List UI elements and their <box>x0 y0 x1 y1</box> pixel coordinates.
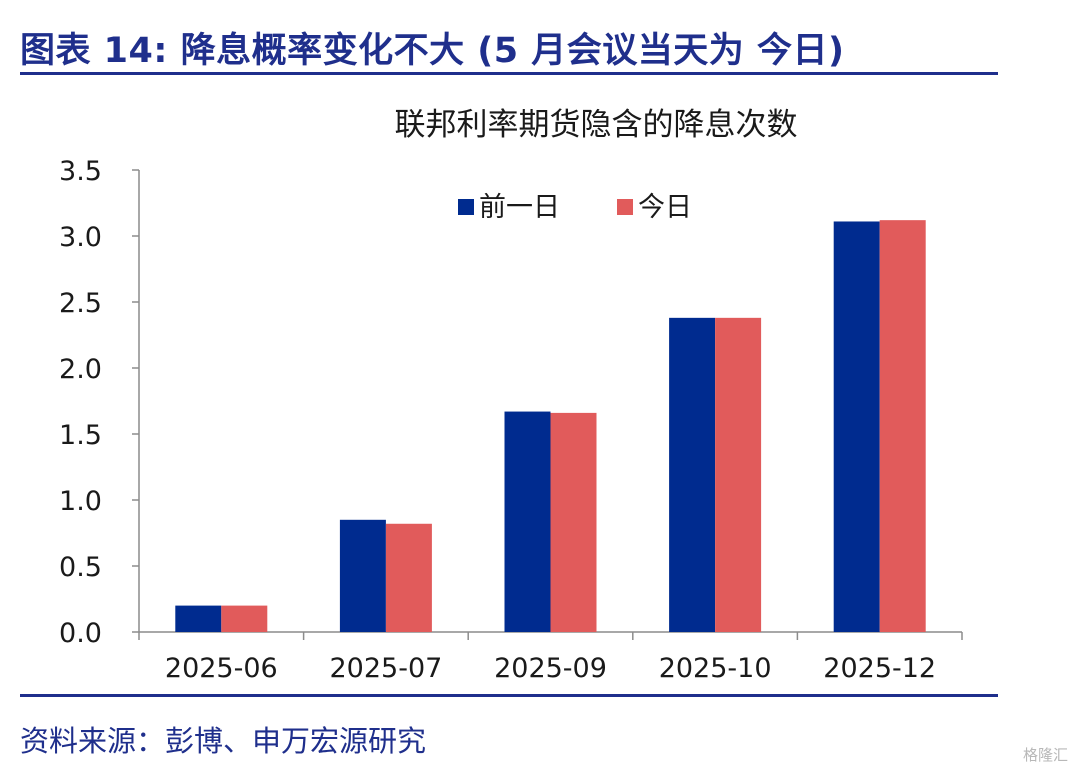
figure-title: 图表 14: 降息概率变化不大 (5 月会议当天为 今日) <box>20 31 845 71</box>
y-axis: 0.0 0.5 1.0 1.5 2.0 2.5 3.0 3.5 <box>59 156 140 649</box>
x-axis: 2025-06 2025-07 2025-09 2025-10 2025-12 <box>138 631 963 684</box>
legend-swatch-prev <box>458 199 474 215</box>
legend-label-prev: 前一日 <box>479 192 560 223</box>
footer-rule <box>20 694 998 697</box>
title-rule <box>20 72 998 75</box>
bar-prev-2025-09 <box>504 411 551 632</box>
chart-title: 联邦利率期货隐含的降息次数 <box>395 107 798 143</box>
bar-today-2025-07 <box>385 523 432 632</box>
legend-label-today: 今日 <box>638 192 692 223</box>
bar-prev-2025-07 <box>339 519 386 632</box>
x-tick-label: 2025-09 <box>494 653 607 684</box>
x-tick-label: 2025-06 <box>165 653 278 684</box>
watermark: 格隆汇 <box>1022 746 1068 764</box>
bar-today-2025-10 <box>715 317 762 632</box>
bar-prev-2025-12 <box>833 221 880 633</box>
legend-swatch-today <box>617 199 633 215</box>
x-tick-label: 2025-10 <box>659 653 772 684</box>
bar-chart: 联邦利率期货隐含的降息次数 0.0 0.5 1.0 1.5 2.0 2.5 3.0 3.5 2… <box>59 107 963 684</box>
y-tick-label: 0.0 <box>59 618 102 649</box>
legend: 前一日 今日 <box>458 192 692 223</box>
y-tick-label: 2.0 <box>59 354 102 385</box>
y-tick-label: 1.5 <box>59 420 102 451</box>
bar-today-2025-09 <box>550 412 597 632</box>
bar-prev-2025-10 <box>669 317 716 632</box>
bar-today-2025-06 <box>221 605 268 632</box>
bar-prev-2025-06 <box>175 605 222 632</box>
x-tick-label: 2025-07 <box>329 653 442 684</box>
x-tick-label: 2025-12 <box>823 653 936 684</box>
y-tick-label: 3.5 <box>59 156 102 187</box>
y-tick-label: 0.5 <box>59 552 102 583</box>
bar-today-2025-12 <box>879 220 926 632</box>
source-note: 资料来源：彭博、申万宏源研究 <box>20 724 427 758</box>
y-tick-label: 1.0 <box>59 486 102 517</box>
y-tick-label: 2.5 <box>59 288 102 319</box>
y-tick-label: 3.0 <box>59 222 102 253</box>
bar-series <box>175 220 926 633</box>
